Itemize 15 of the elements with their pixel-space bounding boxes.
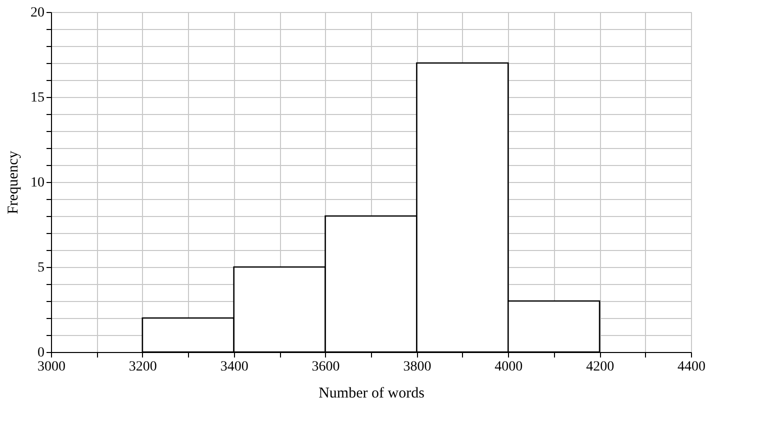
x-tick-label: 3800	[403, 360, 432, 374]
x-tick-label: 3200	[128, 360, 157, 374]
x-tick-label: 3000	[38, 360, 66, 374]
x-tick-label: 4200	[586, 360, 614, 374]
y-tick-label: 15	[30, 90, 44, 106]
y-axis-title: Frequency	[6, 150, 22, 214]
x-tick-label: 4400	[678, 360, 706, 374]
y-tick-label: 0	[38, 346, 44, 360]
x-tick-label: 3600	[312, 360, 340, 374]
x-tick-label: 4000	[494, 360, 523, 374]
y-tick-label: 5	[38, 260, 44, 276]
x-tick-label: 3400	[220, 360, 248, 374]
y-tick-label: 20	[30, 6, 44, 20]
x-axis-title: Number of words	[318, 386, 425, 402]
y-tick-label: 10	[30, 176, 44, 190]
